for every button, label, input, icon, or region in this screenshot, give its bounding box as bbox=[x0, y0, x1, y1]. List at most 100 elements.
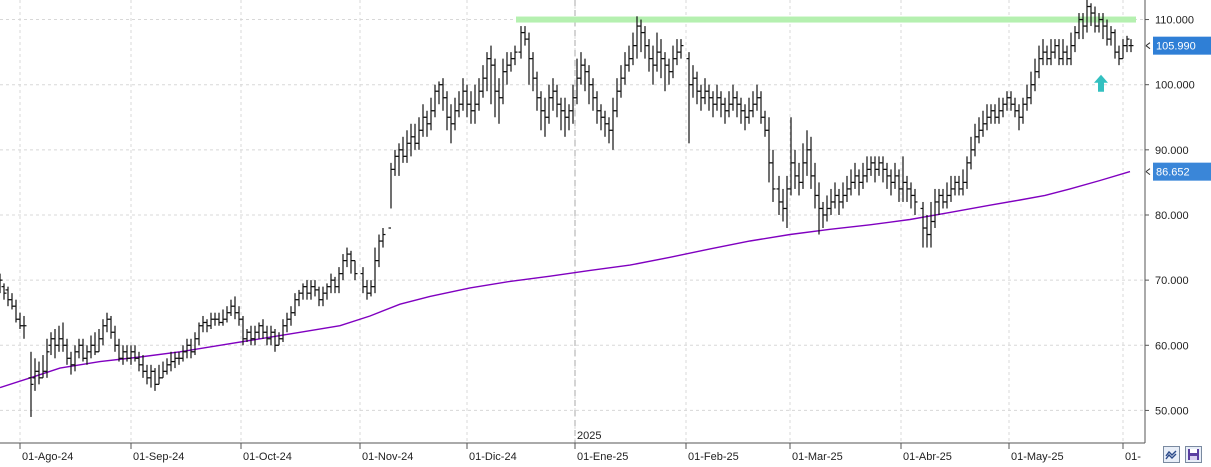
ohlc-bars bbox=[0, 0, 1134, 417]
moving-average-tag-bg bbox=[1153, 162, 1211, 181]
ohlc-bar bbox=[792, 149, 798, 189]
ohlc-bar bbox=[1124, 35, 1130, 53]
last-price-tag: 105.990 bbox=[1145, 36, 1211, 55]
save-icon[interactable] bbox=[1185, 446, 1202, 463]
ohlc-bar bbox=[280, 319, 286, 343]
ohlc-bar bbox=[268, 325, 274, 346]
ohlc-bar bbox=[492, 58, 498, 118]
ohlc-bar bbox=[368, 280, 374, 297]
ohlc-bar bbox=[312, 280, 318, 297]
ohlc-bar bbox=[920, 201, 926, 248]
ohlc-bar bbox=[296, 289, 302, 307]
x-tick-label: 01-Ago-24 bbox=[22, 451, 73, 463]
ohlc-bar bbox=[678, 39, 684, 59]
ohlc-bar bbox=[216, 312, 222, 326]
ohlc-bar bbox=[670, 45, 676, 79]
ohlc-bar bbox=[912, 188, 918, 215]
ohlc-bar bbox=[140, 355, 146, 378]
x-tick-label: 01-May-25 bbox=[1011, 451, 1064, 463]
ohlc-bar bbox=[534, 71, 540, 111]
ohlc-bar bbox=[236, 306, 242, 326]
ohlc-bar bbox=[578, 52, 584, 85]
ohlc-bar bbox=[416, 117, 422, 150]
ohlc-bar bbox=[796, 162, 802, 196]
ohlc-bar bbox=[936, 188, 942, 215]
ohlc-bar bbox=[758, 91, 764, 124]
ohlc-bar bbox=[156, 364, 162, 385]
ohlc-bar bbox=[344, 247, 350, 268]
ohlc-bar bbox=[316, 286, 322, 307]
ohlc-bar bbox=[120, 345, 126, 365]
ohlc-bar bbox=[200, 315, 206, 333]
ohlc-bar bbox=[1032, 58, 1038, 92]
ohlc-bar bbox=[1096, 13, 1102, 33]
ohlc-bar bbox=[260, 319, 266, 339]
ohlc-bar bbox=[72, 345, 78, 372]
ohlc-bar bbox=[180, 345, 186, 362]
resistance-line bbox=[516, 16, 1136, 23]
ohlc-bar bbox=[340, 254, 346, 281]
ohlc-bar bbox=[956, 175, 962, 196]
ohlc-bar bbox=[642, 26, 648, 59]
ohlc-bar bbox=[404, 130, 410, 163]
ohlc-bar bbox=[808, 136, 814, 189]
ohlc-bar bbox=[1000, 97, 1006, 118]
moving-average-line bbox=[0, 170, 1131, 389]
ohlc-bar bbox=[396, 143, 402, 176]
ohlc-bar bbox=[184, 338, 190, 359]
y-tick-label: 100.000 bbox=[1155, 80, 1195, 92]
y-tick-label: 50.000 bbox=[1155, 405, 1189, 417]
ohlc-bar bbox=[224, 306, 230, 323]
ohlc-bar bbox=[44, 338, 50, 378]
ohlc-bar bbox=[1088, 3, 1094, 27]
ohlc-bar bbox=[108, 315, 114, 339]
x-axis: 01-Ago-24 01-Sep-24 01-Oct-24 01-Nov-24 01-D… bbox=[0, 442, 1145, 463]
ohlc-bar bbox=[940, 188, 946, 209]
ohlc-bar bbox=[558, 97, 564, 131]
ohlc-bar bbox=[304, 280, 310, 300]
zoom-tool-icon[interactable] bbox=[1163, 446, 1180, 463]
ohlc-bar bbox=[444, 91, 450, 131]
ohlc-bar bbox=[348, 250, 354, 274]
ohlc-bar bbox=[372, 247, 378, 294]
ohlc-bar bbox=[1068, 32, 1074, 66]
ohlc-bar bbox=[614, 78, 620, 118]
ohlc-bar bbox=[1020, 97, 1026, 124]
ohlc-bar bbox=[928, 201, 934, 248]
ohlc-bar bbox=[1036, 45, 1042, 79]
ohlc-bar bbox=[100, 319, 106, 346]
ohlc-bar bbox=[480, 65, 486, 98]
ohlc-bar bbox=[300, 283, 306, 300]
ohlc-bar bbox=[550, 78, 556, 111]
ohlc-bar bbox=[160, 361, 166, 379]
ohlc-bar bbox=[364, 280, 370, 300]
ohlc-bar bbox=[380, 228, 386, 248]
ohlc-bar bbox=[324, 283, 330, 300]
ohlc-bar bbox=[770, 149, 776, 202]
ohlc-bar bbox=[622, 52, 628, 85]
ohlc-bar bbox=[252, 325, 258, 346]
ohlc-bar bbox=[136, 351, 142, 372]
ohlc-bar bbox=[1052, 39, 1058, 59]
ohlc-bar bbox=[1064, 45, 1070, 66]
price-pointer-icon bbox=[1145, 168, 1151, 176]
ohlc-bar bbox=[546, 84, 552, 124]
ohlc-bar bbox=[320, 286, 326, 307]
ohlc-bar bbox=[468, 91, 474, 124]
ohlc-bar bbox=[512, 45, 518, 66]
ohlc-bar bbox=[1104, 19, 1110, 46]
ohlc-bar bbox=[812, 162, 818, 209]
ohlc-bar bbox=[476, 78, 482, 111]
ohlc-bar bbox=[686, 52, 692, 144]
x-tick-label: 01-Ene-25 bbox=[577, 451, 628, 463]
ohlc-bar bbox=[992, 104, 998, 124]
last-price-label: 105.990 bbox=[1156, 41, 1196, 53]
ohlc-bar bbox=[248, 325, 254, 346]
ohlc-bar bbox=[60, 322, 66, 352]
ohlc-bar bbox=[876, 156, 882, 176]
ohlc-bar bbox=[104, 312, 110, 333]
ohlc-bar bbox=[634, 16, 640, 59]
moving-average-label: 86.652 bbox=[1156, 167, 1190, 179]
ohlc-bar bbox=[52, 328, 58, 359]
